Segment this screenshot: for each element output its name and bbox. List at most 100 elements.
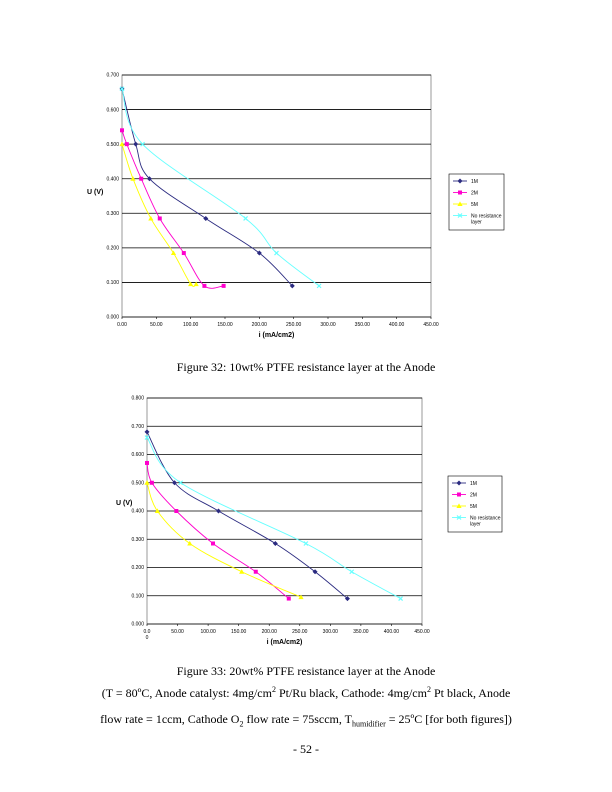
data-point xyxy=(139,176,144,181)
x-tick-label: 400.00 xyxy=(389,322,405,328)
series-no-resistance-layer xyxy=(144,435,404,601)
data-point xyxy=(286,596,291,601)
legend: 1M 2M 5M No resistance layer xyxy=(448,173,505,231)
x-tick-label: 350.00 xyxy=(355,322,371,328)
data-point xyxy=(349,569,355,575)
x-tick-label: 50.00 xyxy=(150,322,163,328)
data-point xyxy=(146,176,152,182)
data-point xyxy=(253,569,258,574)
data-point xyxy=(298,594,304,600)
data-point xyxy=(124,142,129,147)
data-point xyxy=(289,283,295,289)
legend-marker xyxy=(457,178,463,184)
y-tick-label: 0.700 xyxy=(131,424,144,430)
y-tick-label: 0.000 xyxy=(131,622,144,628)
legend: 1M 2M 5M No resistance layer xyxy=(447,475,503,533)
data-point xyxy=(144,480,150,485)
data-point xyxy=(145,460,149,465)
x-tick-label: 450.00 xyxy=(423,322,439,328)
x-tick-label: 50.00 xyxy=(171,629,184,635)
data-point xyxy=(303,541,309,546)
data-point xyxy=(172,480,177,486)
y-tick-label: 0.200 xyxy=(106,246,119,252)
y-axis-label: U (V) xyxy=(116,500,132,507)
legend-box xyxy=(447,475,503,533)
page-number: - 52 - xyxy=(293,742,319,756)
legend-marker xyxy=(456,515,462,520)
y-tick-label: 0.600 xyxy=(106,107,119,113)
x-tick-label: 100.00 xyxy=(183,322,199,328)
x-tick-label: 150.00 xyxy=(231,629,247,635)
data-point xyxy=(120,128,124,133)
data-point xyxy=(202,283,207,288)
y-tick-label: 0.400 xyxy=(106,176,119,182)
series-5m xyxy=(144,480,304,600)
data-point xyxy=(157,216,162,221)
series-line xyxy=(146,437,401,599)
data-point xyxy=(119,141,125,147)
legend-label: 1M xyxy=(470,481,477,487)
figure-32-caption: Figure 32: 10wt% PTFE resistance layer a… xyxy=(176,360,436,374)
data-point xyxy=(216,508,221,514)
data-point xyxy=(130,176,136,181)
legend-label: No resistance layer xyxy=(471,213,502,225)
data-point xyxy=(154,508,160,513)
series-line xyxy=(146,462,290,599)
series-5m xyxy=(119,141,199,287)
x-axis-label: i (mA/cm2) xyxy=(267,639,303,646)
y-tick-label: 0.100 xyxy=(131,593,144,599)
data-point xyxy=(211,541,215,546)
legend-label: 2M xyxy=(470,492,477,498)
x-tick-label: 300.00 xyxy=(320,322,336,328)
x-tick-label: 150.00 xyxy=(217,322,233,328)
data-point xyxy=(193,281,199,287)
y-axis-label: U (V) xyxy=(87,189,103,196)
data-point xyxy=(243,216,249,221)
data-point xyxy=(312,569,318,575)
x-tick-label: 0.00 xyxy=(117,322,127,328)
series-line xyxy=(121,88,293,287)
y-tick-label: 0.700 xyxy=(106,73,119,79)
data-point xyxy=(181,251,186,256)
legend-marker xyxy=(458,190,462,195)
plot-area xyxy=(121,74,432,318)
figure-33-caption: Figure 33: 20wt% PTFE resistance layer a… xyxy=(176,664,436,678)
x-tick-label: 200.00 xyxy=(252,322,268,328)
legend-label: 5M xyxy=(471,202,478,208)
series-line xyxy=(146,431,348,599)
data-point xyxy=(144,435,150,440)
data-point xyxy=(149,480,154,485)
data-point xyxy=(144,429,150,435)
x-tick-label: 450.00 xyxy=(414,629,430,635)
x-axis-label: i (mA/cm2) xyxy=(259,332,295,339)
data-point xyxy=(272,540,278,546)
conditions-line-1: (T = 80ºC, Anode catalyst: 4mg/cm2 Pt/Ru… xyxy=(101,685,511,701)
legend-marker xyxy=(456,503,462,508)
legend-label: 1M xyxy=(471,179,478,185)
y-tick-label: 0.300 xyxy=(106,211,119,217)
series-no-resistance-layer xyxy=(119,86,322,289)
data-point xyxy=(140,141,146,147)
chart-figure-33: 0.000 0.100 0.200 0.300 0.400 0.500 0.600 0.700… xyxy=(116,396,503,646)
series-line xyxy=(121,88,320,287)
x-tick-label: 100.00 xyxy=(200,629,216,635)
x-tick-label: 350.00 xyxy=(353,629,369,635)
data-point xyxy=(274,250,279,256)
data-point xyxy=(344,596,350,602)
data-point xyxy=(239,569,245,574)
x-tick-label: 250.00 xyxy=(286,322,302,328)
y-tick-label: 0.600 xyxy=(131,452,144,458)
data-point xyxy=(133,141,139,147)
data-point xyxy=(174,509,179,513)
y-tick-label: 0.200 xyxy=(131,565,144,571)
data-point xyxy=(316,283,322,289)
data-point xyxy=(256,250,262,256)
chart-figure-32: 0.000 0.100 0.200 0.300 0.400 0.500 0.600 0.700… xyxy=(87,73,505,339)
y-tick-label: 0.000 xyxy=(106,315,119,321)
y-tick-label: 0.800 xyxy=(131,396,144,402)
data-point xyxy=(398,596,404,601)
y-tick-label: 0.500 xyxy=(106,142,119,148)
data-point xyxy=(170,250,177,256)
